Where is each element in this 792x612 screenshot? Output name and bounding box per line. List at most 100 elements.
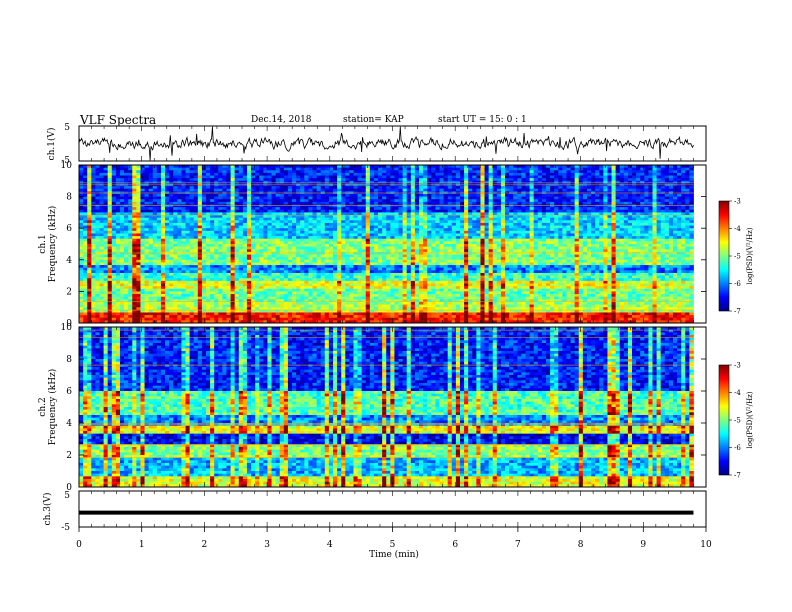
spec-cell [472, 172, 477, 176]
spec-cell [550, 236, 555, 240]
spec-cell [238, 222, 244, 226]
spec-cell [275, 196, 281, 200]
spec-cell [632, 188, 637, 192]
spec-cell [185, 170, 191, 174]
spec-cell [529, 175, 535, 179]
spec-cell [378, 207, 383, 211]
spec-cell [189, 228, 195, 232]
spec-cell [640, 244, 645, 248]
spec-cell [521, 238, 526, 242]
spec-cell [619, 222, 625, 226]
spec-cell [140, 196, 145, 200]
spec-cell [107, 228, 113, 232]
spec-cell [558, 225, 563, 229]
spec-cell [152, 204, 158, 208]
spec-cell [124, 178, 129, 182]
spec-cell [124, 225, 129, 229]
spec-cell [558, 201, 563, 205]
spec-cell [558, 180, 563, 184]
spec-cell [308, 175, 313, 179]
spec-cell [365, 209, 371, 213]
spec-cell [189, 188, 195, 192]
spec-cell [419, 246, 424, 250]
spec-cell [451, 175, 457, 179]
spec-cell [455, 178, 461, 182]
spec-cell [226, 188, 231, 192]
spec-cell [476, 241, 481, 245]
spec-cell [632, 230, 637, 234]
spec-cell [357, 233, 363, 237]
spec-cell [152, 230, 158, 234]
spec-cell [517, 170, 522, 174]
spec-cell [169, 236, 174, 240]
spec-cell [521, 201, 526, 205]
spec-cell [337, 215, 342, 219]
spec-cell [373, 188, 379, 192]
spec-cell [468, 180, 473, 184]
spec-cell [562, 204, 567, 208]
spec-cell [562, 215, 567, 219]
spec-cell [119, 193, 125, 197]
spec-cell [656, 244, 662, 248]
spec-cell [615, 188, 621, 192]
spec-cell [328, 186, 334, 190]
spec-cell [230, 220, 236, 224]
spec-cell [222, 175, 227, 179]
spec-cell [169, 186, 174, 190]
spec-cell [238, 249, 244, 253]
spec-cell [689, 215, 694, 219]
spec-cell [214, 212, 219, 216]
spec-cell [156, 236, 162, 240]
spec-cell [218, 180, 223, 184]
spec-cell [529, 201, 535, 205]
spec-cell [304, 178, 309, 182]
spec-cell [476, 196, 481, 200]
spec-cell [181, 225, 186, 229]
spec-cell [124, 170, 129, 174]
spec-cell [566, 199, 571, 203]
spec-cell [443, 204, 449, 208]
spec-cell [615, 165, 621, 169]
spec-cell [636, 225, 641, 229]
spec-cell [517, 167, 522, 171]
spec-cell [550, 212, 555, 216]
spec-cell [263, 186, 268, 190]
spec-cell [165, 241, 170, 245]
spec-cell [87, 188, 92, 192]
spec-cell [615, 222, 621, 226]
spec-cell [496, 201, 502, 205]
spec-cell [574, 175, 580, 179]
spec-cell [152, 217, 158, 221]
spec-cell [660, 167, 666, 171]
spec-cell [128, 193, 133, 197]
spec-cell [255, 238, 260, 242]
spec-cell [582, 244, 588, 248]
spec-cell [439, 241, 444, 245]
spec-cell [464, 215, 469, 219]
spec-cell [185, 212, 191, 216]
spec-cell [545, 238, 551, 242]
spec-cell [484, 167, 490, 171]
spec-cell [410, 204, 416, 208]
spec-cell [521, 165, 526, 169]
spec-cell [550, 225, 555, 229]
spec-cell [201, 225, 207, 229]
spec-cell [566, 238, 571, 242]
spec-cell [591, 233, 596, 237]
spec-cell [615, 196, 621, 200]
spec-cell [496, 222, 502, 226]
spec-cell [394, 188, 399, 192]
spec-cell [165, 215, 170, 219]
spec-cell [369, 188, 375, 192]
spec-cell [455, 215, 461, 219]
spec-cell [83, 215, 88, 219]
spec-cell [189, 167, 195, 171]
spec-cell [246, 220, 252, 224]
spec-cell [296, 215, 301, 219]
spec-cell [210, 196, 215, 200]
spec-cell [259, 212, 264, 216]
spec-cell [353, 209, 358, 213]
spec-cell [337, 186, 342, 190]
spec-cell [332, 236, 338, 240]
spec-cell [79, 215, 84, 219]
